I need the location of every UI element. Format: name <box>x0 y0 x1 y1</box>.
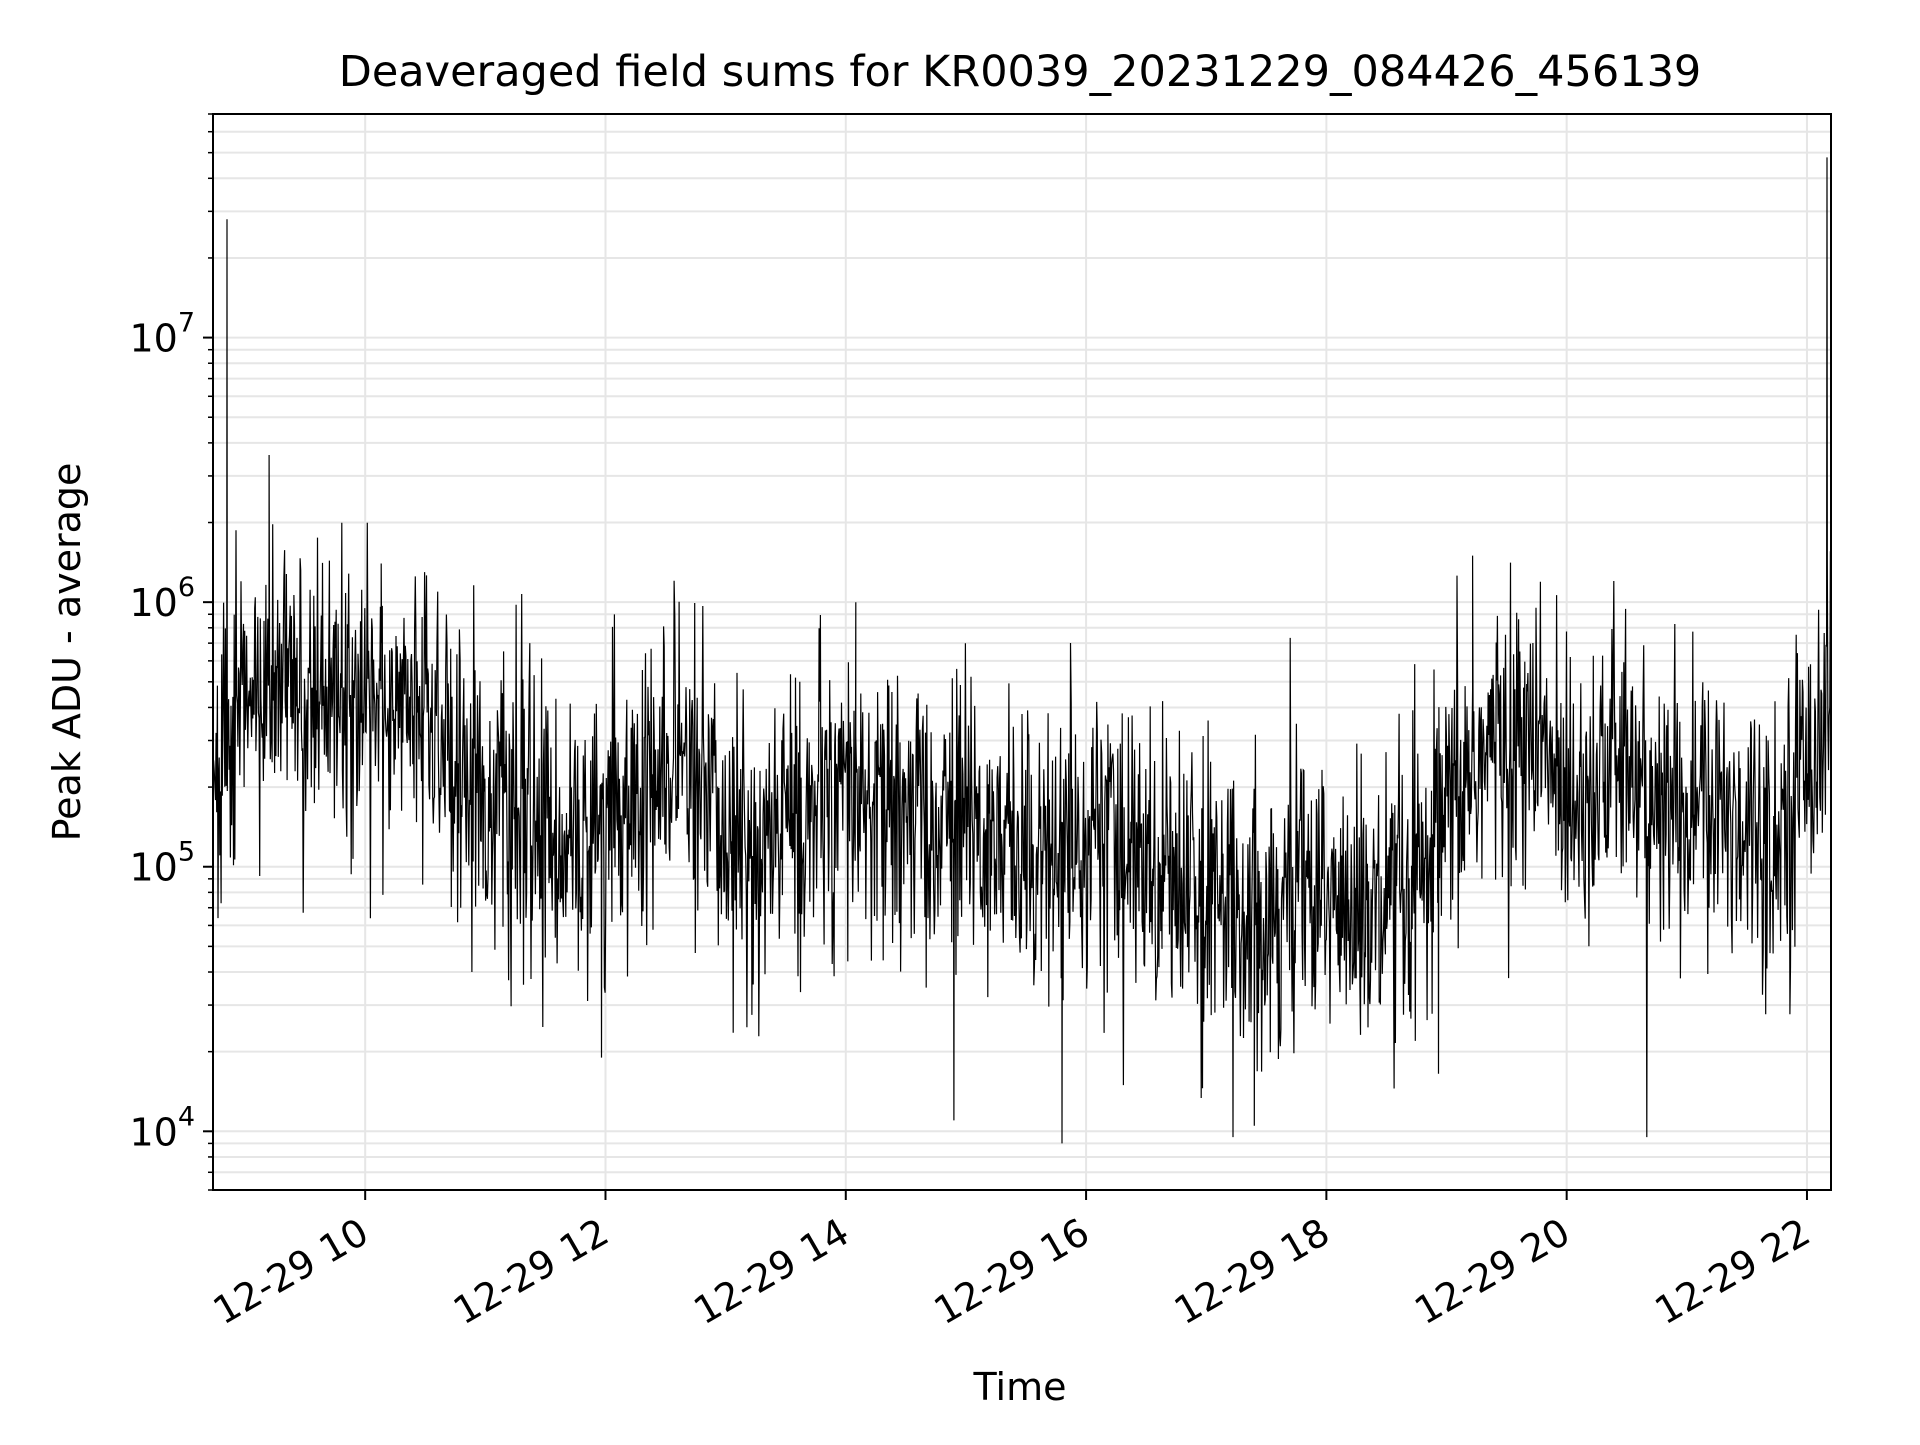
chart-title: Deaveraged field sums for KR0039_2023122… <box>339 47 1702 97</box>
data-layer <box>212 157 1832 1144</box>
y-tick-label: 104 <box>129 1101 195 1154</box>
y-axis: 104 105 106 107 <box>129 113 213 1191</box>
x-axis-label: Time <box>973 1365 1067 1409</box>
y-tick-label: 106 <box>129 572 195 625</box>
y-tick-label: 107 <box>129 308 195 361</box>
y-axis-label: Peak ADU - average <box>45 463 89 842</box>
y-tick-label: 105 <box>129 837 195 890</box>
series-line <box>212 157 1832 1144</box>
plot-frame <box>212 113 1832 1191</box>
